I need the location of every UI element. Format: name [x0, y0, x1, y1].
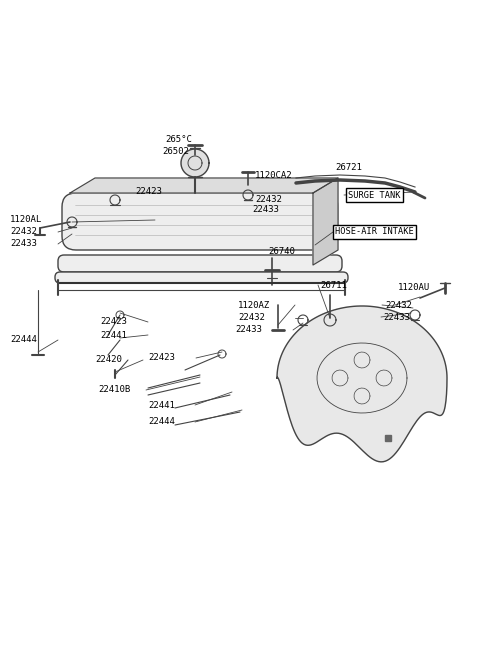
Text: 22423: 22423	[100, 317, 127, 327]
Text: 22432: 22432	[238, 313, 265, 323]
Text: 22432: 22432	[385, 300, 412, 309]
Text: 1120CA2: 1120CA2	[255, 171, 293, 179]
Text: 22423: 22423	[135, 187, 162, 196]
FancyBboxPatch shape	[58, 255, 342, 272]
Polygon shape	[181, 149, 209, 177]
Text: 1120AU: 1120AU	[398, 284, 430, 292]
Text: 26711: 26711	[320, 281, 347, 290]
Text: 265°C: 265°C	[165, 135, 192, 145]
FancyBboxPatch shape	[62, 193, 338, 250]
Text: 22410B: 22410B	[98, 386, 130, 394]
Polygon shape	[277, 306, 447, 462]
Text: 22444: 22444	[148, 417, 175, 426]
Text: 22433: 22433	[383, 313, 410, 321]
Text: 22444: 22444	[10, 336, 37, 344]
Text: SURGE TANK: SURGE TANK	[348, 191, 400, 200]
Text: 22433: 22433	[235, 325, 262, 334]
Text: 22441: 22441	[100, 330, 127, 340]
Text: HOSE-AIR INTAKE: HOSE-AIR INTAKE	[335, 227, 414, 237]
Text: 22423: 22423	[148, 353, 175, 363]
FancyBboxPatch shape	[55, 272, 348, 283]
Text: 22420: 22420	[95, 355, 122, 365]
Polygon shape	[313, 178, 338, 265]
Text: 22433: 22433	[10, 240, 37, 248]
Text: 22433: 22433	[252, 206, 279, 214]
Text: 22441: 22441	[148, 401, 175, 409]
Text: 26502: 26502	[162, 148, 189, 156]
Text: 1120AL: 1120AL	[10, 215, 42, 225]
Polygon shape	[70, 178, 338, 193]
Text: 22432: 22432	[255, 196, 282, 204]
Text: 26740: 26740	[268, 248, 295, 256]
Text: 1120AZ: 1120AZ	[238, 300, 270, 309]
Text: 22432: 22432	[10, 227, 37, 237]
Text: 26721: 26721	[335, 164, 362, 173]
